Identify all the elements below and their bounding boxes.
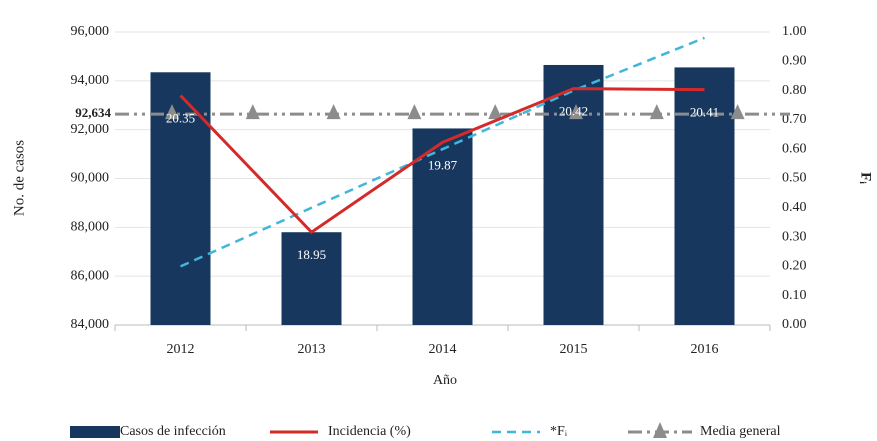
x-tick-label: 2012 — [167, 342, 195, 357]
y-tick-label: 94,000 — [71, 73, 110, 88]
y-tick-label: 92,000 — [71, 122, 110, 137]
x-tick-label: 2016 — [691, 342, 719, 357]
y-tick-label: 88,000 — [71, 220, 110, 235]
y2-tick-label: 0.20 — [782, 259, 807, 274]
mean-marker — [569, 104, 583, 120]
x-tick-label: 2014 — [429, 342, 457, 357]
mean-marker — [649, 104, 664, 120]
y-tick-label: 86,000 — [71, 268, 110, 283]
y2-tick-label: 0.30 — [782, 229, 807, 244]
bar — [281, 232, 342, 325]
data-label: 20.42 — [559, 104, 588, 119]
mean-marker — [326, 104, 341, 120]
y2-tick-label: 0.70 — [782, 112, 807, 127]
legend-label: *Fᵢ — [550, 424, 568, 439]
x-axis-title: Año — [433, 373, 457, 388]
y2-tick-label: 0.40 — [782, 200, 807, 215]
y2-tick-label: 0.90 — [782, 54, 807, 69]
y2-tick-label: 0.00 — [782, 317, 807, 332]
data-label: 20.41 — [690, 105, 719, 120]
legend-label: Media general — [700, 424, 781, 439]
mean-marker — [730, 104, 745, 120]
x-tick-label: 2015 — [560, 342, 588, 357]
mean-marker — [407, 104, 422, 120]
mean-marker — [245, 104, 260, 120]
y-axis-title: No. de casos — [11, 140, 27, 216]
legend-swatch — [70, 426, 120, 438]
data-label: 18.95 — [297, 247, 326, 262]
x-tick-label: 2013 — [298, 342, 326, 357]
legend-label: Casos de infección — [120, 424, 226, 439]
bar — [543, 64, 604, 326]
y2-tick-label: 0.50 — [782, 171, 807, 186]
y2-tick-label: 1.00 — [782, 24, 807, 39]
mean-marker — [165, 104, 179, 120]
y-tick-label: 84,000 — [71, 317, 110, 332]
data-label: 19.87 — [428, 157, 458, 172]
fi-line — [179, 36, 705, 268]
mean-marker — [488, 104, 503, 120]
legend-label: Incidencia (%) — [328, 424, 411, 439]
incidence-line — [179, 87, 705, 235]
y2-tick-label: 0.80 — [782, 83, 807, 98]
bar — [412, 128, 473, 325]
mean-label: 92,634 — [75, 105, 111, 120]
legend-marker — [653, 422, 667, 438]
y-tick-label: 90,000 — [71, 171, 110, 186]
y2-tick-label: 0.10 — [782, 288, 807, 303]
y2-tick-label: 0.60 — [782, 141, 807, 156]
y-tick-label: 96,000 — [71, 24, 110, 39]
bar — [674, 67, 735, 325]
data-label: 20.35 — [166, 110, 195, 125]
y2-axis-title: Fᵢ — [858, 172, 874, 184]
